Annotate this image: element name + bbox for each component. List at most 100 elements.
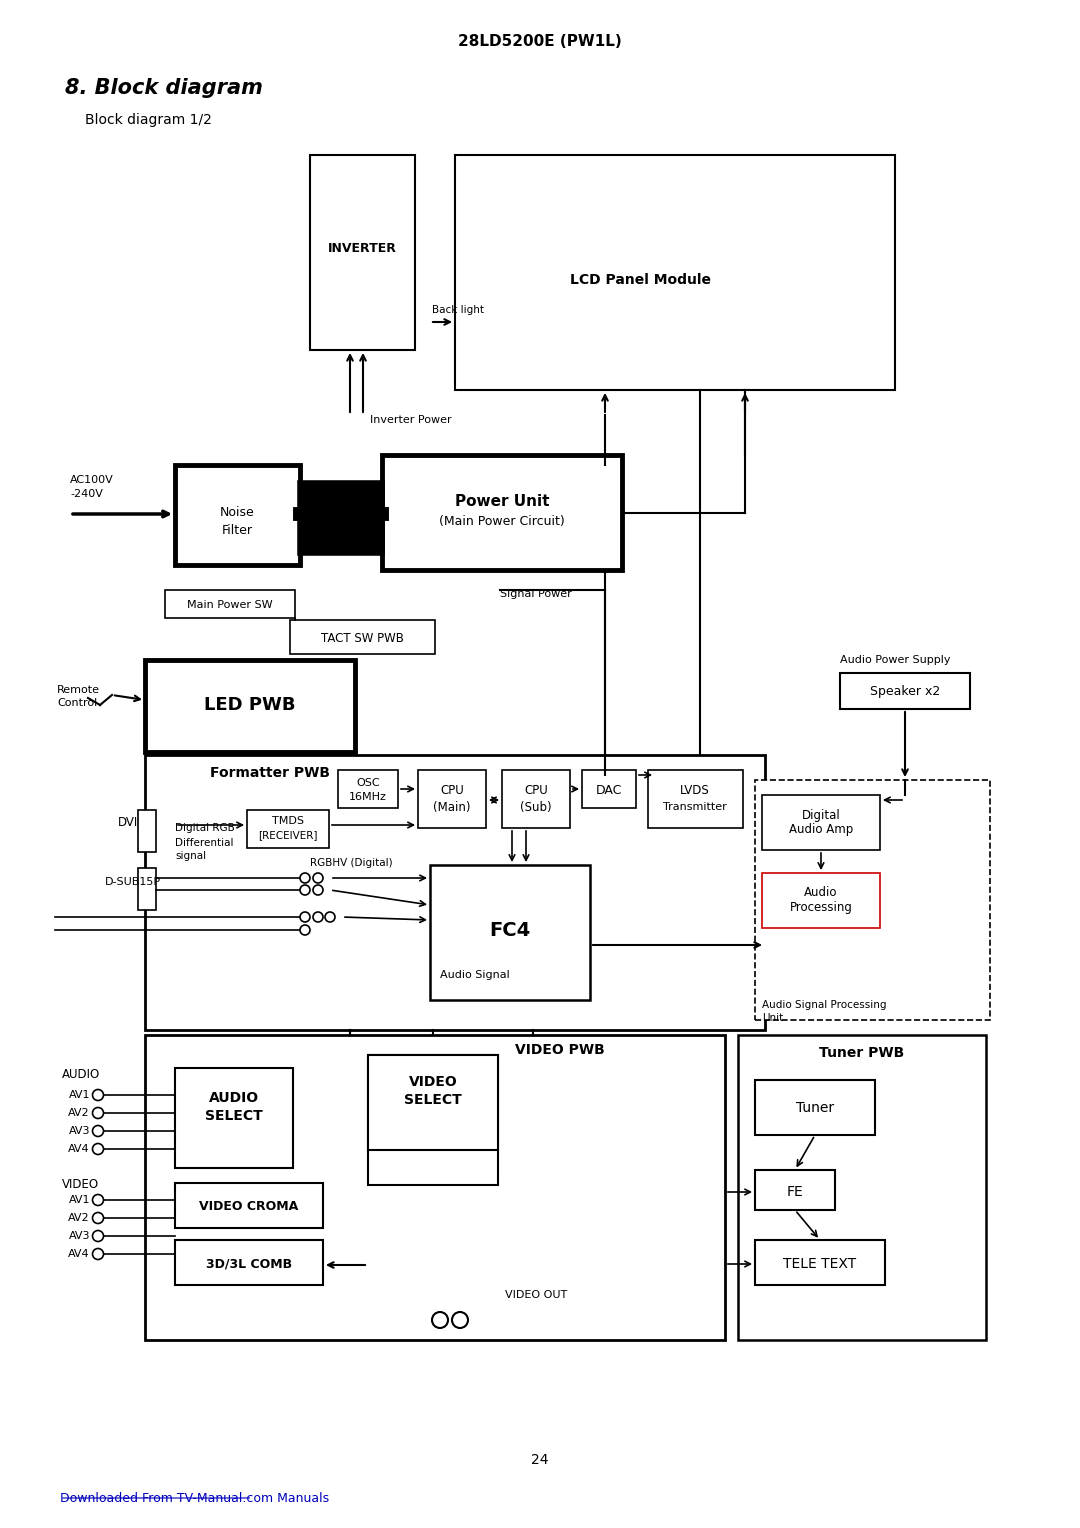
Text: VIDEO: VIDEO — [408, 1076, 457, 1089]
Text: TMDS: TMDS — [272, 816, 303, 827]
Text: Transmitter: Transmitter — [663, 802, 727, 811]
Bar — [382, 455, 622, 570]
Text: Differential: Differential — [175, 837, 233, 848]
Text: OSC: OSC — [356, 778, 380, 788]
Bar — [755, 1080, 875, 1135]
Bar — [738, 1034, 986, 1340]
Bar — [291, 620, 435, 654]
Text: AUDIO: AUDIO — [208, 1091, 259, 1105]
Text: VIDEO: VIDEO — [62, 1178, 99, 1192]
Circle shape — [300, 885, 310, 895]
Text: AV1: AV1 — [68, 1089, 90, 1100]
Bar — [755, 1241, 885, 1285]
Circle shape — [453, 1313, 468, 1328]
Bar — [300, 483, 382, 553]
Text: FC4: FC4 — [489, 920, 530, 940]
Text: 8. Block diagram: 8. Block diagram — [65, 78, 262, 98]
Bar — [502, 770, 570, 828]
Text: Audio Signal Processing: Audio Signal Processing — [762, 999, 887, 1010]
Text: RGBHV (Digital): RGBHV (Digital) — [310, 859, 393, 868]
Text: CPU: CPU — [441, 784, 464, 796]
Text: Noise: Noise — [219, 506, 255, 520]
Bar — [175, 1241, 323, 1285]
Text: D-SUB15P: D-SUB15P — [105, 877, 161, 886]
Text: Block diagram 1/2: Block diagram 1/2 — [85, 113, 212, 127]
Text: INVERTER: INVERTER — [327, 241, 396, 255]
Text: Audio Power Supply: Audio Power Supply — [840, 656, 950, 665]
Text: LED PWB: LED PWB — [204, 695, 296, 714]
Circle shape — [300, 872, 310, 883]
Text: DAC: DAC — [596, 784, 622, 796]
Text: SELECT: SELECT — [404, 1093, 462, 1106]
Text: SELECT: SELECT — [205, 1109, 262, 1123]
Bar — [138, 868, 156, 911]
Text: 24: 24 — [531, 1453, 549, 1467]
Bar — [368, 1054, 498, 1186]
Text: 3D/3L COMB: 3D/3L COMB — [206, 1258, 292, 1270]
Bar — [338, 770, 399, 808]
Bar — [175, 1183, 323, 1229]
Text: AC100V: AC100V — [70, 475, 113, 484]
Text: VIDEO PWB: VIDEO PWB — [515, 1044, 605, 1057]
Bar — [145, 755, 765, 1030]
Bar — [840, 672, 970, 709]
Text: Audio Amp: Audio Amp — [788, 824, 853, 836]
Text: [RECEIVER]: [RECEIVER] — [258, 830, 318, 840]
Bar — [165, 590, 295, 617]
Text: FE: FE — [786, 1186, 804, 1199]
Text: VIDEO CROMA: VIDEO CROMA — [200, 1201, 299, 1213]
Bar — [310, 154, 415, 350]
Circle shape — [93, 1213, 104, 1224]
Circle shape — [313, 912, 323, 921]
Text: TELE TEXT: TELE TEXT — [783, 1258, 856, 1271]
Bar — [368, 1054, 498, 1151]
Text: VIDEO OUT: VIDEO OUT — [505, 1290, 567, 1300]
Text: AV4: AV4 — [68, 1144, 90, 1154]
Circle shape — [93, 1248, 104, 1259]
Text: Audio: Audio — [805, 886, 838, 900]
Text: (Sub): (Sub) — [521, 801, 552, 813]
Bar — [418, 770, 486, 828]
Circle shape — [313, 885, 323, 895]
Text: AV1: AV1 — [68, 1195, 90, 1206]
Text: Formatter PWB: Formatter PWB — [210, 766, 330, 779]
Circle shape — [93, 1230, 104, 1241]
Bar — [762, 872, 880, 927]
Circle shape — [325, 912, 335, 921]
Text: Processing: Processing — [789, 902, 852, 914]
Text: Filter: Filter — [221, 524, 253, 536]
Text: LVDS: LVDS — [680, 784, 710, 796]
Text: AV4: AV4 — [68, 1248, 90, 1259]
Text: LCD Panel Module: LCD Panel Module — [569, 274, 711, 287]
Bar — [755, 779, 990, 1021]
Text: (Main): (Main) — [433, 801, 471, 813]
Text: CPU: CPU — [524, 784, 548, 796]
Text: signal: signal — [175, 851, 206, 860]
Circle shape — [93, 1126, 104, 1137]
Circle shape — [300, 924, 310, 935]
Circle shape — [93, 1108, 104, 1118]
Circle shape — [300, 912, 310, 921]
Text: Digital RGB: Digital RGB — [175, 824, 234, 833]
Circle shape — [432, 1313, 448, 1328]
Bar — [582, 770, 636, 808]
Text: Tuner PWB: Tuner PWB — [820, 1047, 905, 1060]
Text: TACT SW PWB: TACT SW PWB — [321, 631, 404, 645]
Circle shape — [93, 1195, 104, 1206]
Text: AV3: AV3 — [68, 1126, 90, 1135]
Bar — [455, 154, 895, 390]
Text: Main Power SW: Main Power SW — [187, 601, 273, 610]
Text: Unit: Unit — [762, 1013, 783, 1024]
Text: AV3: AV3 — [68, 1232, 90, 1241]
Text: Digital: Digital — [801, 808, 840, 822]
Text: Control: Control — [57, 698, 97, 707]
Bar — [648, 770, 743, 828]
Text: 28LD5200E (PW1L): 28LD5200E (PW1L) — [458, 35, 622, 49]
Text: Back light: Back light — [432, 306, 484, 315]
Text: Speaker x2: Speaker x2 — [869, 686, 940, 698]
Text: AUDIO: AUDIO — [62, 1068, 100, 1082]
Bar — [175, 465, 300, 565]
Bar — [138, 810, 156, 853]
Bar — [145, 660, 355, 752]
Text: Remote: Remote — [57, 685, 100, 695]
